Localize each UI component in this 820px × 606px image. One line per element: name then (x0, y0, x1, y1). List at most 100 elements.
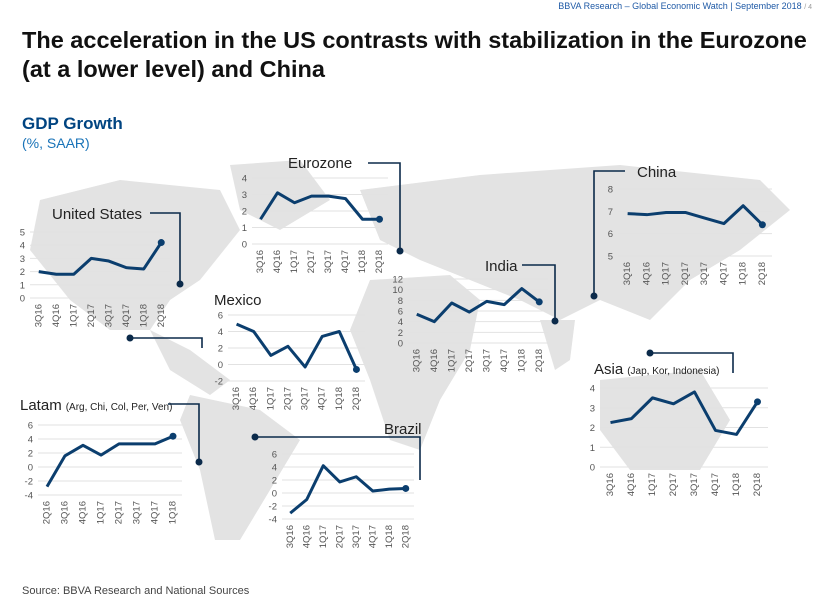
chart-title-china: China (637, 164, 677, 181)
leader-line-brazil (255, 436, 421, 480)
x-tick-label: 3Q17 (323, 250, 334, 273)
data-point (402, 484, 410, 492)
chart-title-note: (Arg, Chi, Col, Per, Ven) (66, 402, 173, 413)
x-tick-label: 3Q17 (699, 262, 710, 285)
x-tick-label: 4Q17 (150, 501, 161, 524)
x-tick-label: 3Q17 (300, 387, 311, 410)
y-tick-label: 2 (590, 423, 595, 434)
x-tick-label: 1Q18 (731, 473, 742, 496)
y-tick-label: 6 (218, 311, 223, 322)
x-tick-label: 4Q17 (718, 262, 729, 285)
x-tick-label: 4Q17 (710, 473, 721, 496)
series-line-asia (610, 390, 759, 436)
series-line-latam (45, 434, 174, 488)
y-tick-label: 2 (242, 207, 247, 218)
leader-line-latam (168, 403, 200, 462)
x-tick-label: 3Q16 (622, 262, 633, 285)
x-tick-label: 3Q17 (132, 501, 143, 524)
chart-title-text: Asia (594, 361, 624, 378)
chart-title-brazil: Brazil (384, 421, 422, 438)
page-number: / 4 (804, 4, 812, 11)
x-tick-label: 1Q18 (738, 262, 749, 285)
x-tick-label: 4Q17 (367, 525, 378, 548)
y-tick-label: 0 (272, 489, 277, 500)
y-tick-label: 6 (28, 421, 33, 432)
y-tick-label: 4 (242, 174, 247, 185)
y-tick-label: -4 (269, 515, 277, 526)
y-tick-label: 2 (20, 267, 25, 278)
y-tick-label: 8 (398, 296, 403, 307)
y-tick-label: 4 (398, 317, 403, 328)
x-tick-label: 3Q17 (689, 473, 700, 496)
location-marker-eurozone (396, 247, 404, 255)
x-tick-label: 4Q17 (340, 250, 351, 273)
chart-title-asia: Asia (Jap, Kor, Indonesia) (594, 361, 719, 378)
series-line-eurozone (259, 191, 380, 221)
x-tick-label: 1Q18 (168, 501, 179, 524)
data-point (352, 365, 360, 373)
y-tick-label: 1 (590, 443, 595, 454)
data-point (376, 215, 383, 223)
x-tick-label: 1Q17 (318, 525, 329, 548)
source-note: Source: BBVA Research and National Sourc… (22, 585, 250, 597)
chart-title-eurozone: Eurozone (288, 155, 352, 172)
chart-us: 0 1 2 3 4 5 3Q16 4Q16 1Q17 2Q17 3Q17 4Q17 1Q18 2Q18 Un… (20, 206, 170, 327)
y-tick-label: -4 (25, 491, 33, 502)
y-tick-label: 0 (242, 240, 247, 251)
x-tick-label: 4Q17 (317, 387, 328, 410)
leader-line-india (522, 264, 556, 321)
x-tick-label: 2Q18 (757, 262, 768, 285)
y-tick-label: 0 (20, 294, 25, 305)
x-tick-label: 2Q17 (86, 304, 97, 327)
leader-line-china (593, 170, 625, 296)
data-point (754, 398, 761, 406)
x-tick-label: 4Q16 (272, 250, 283, 273)
y-tick-label: 0 (28, 463, 33, 474)
chart-china: 5 6 7 8 3Q16 4Q16 1Q17 2Q17 3Q17 4Q17 1Q18 2Q18 Chin… (608, 164, 772, 285)
x-tick-label: 2Q18 (374, 250, 385, 273)
location-marker-mexico (126, 334, 134, 342)
chart-title-text: China (637, 164, 677, 181)
y-tick-label: 10 (392, 285, 403, 296)
chart-title-mexico: Mexico (214, 292, 262, 309)
y-tick-label: 4 (590, 384, 595, 395)
x-tick-label: 2Q18 (400, 525, 411, 548)
x-tick-label: 2Q18 (752, 473, 763, 496)
y-tick-label: 3 (242, 190, 247, 201)
chart-title-text: Mexico (214, 292, 262, 309)
leader-line-asia (650, 352, 734, 373)
data-point (157, 239, 165, 247)
y-tick-label: -2 (215, 377, 223, 388)
header-text: BBVA Research – Global Economic Watch | … (558, 1, 812, 11)
x-tick-label: 1Q17 (446, 349, 457, 372)
x-tick-label: 2Q17 (282, 387, 293, 410)
chart-title-text: Latam (20, 397, 62, 414)
series-line-china (627, 204, 764, 226)
y-tick-label: 2 (218, 344, 223, 355)
x-tick-label: 2Q17 (306, 250, 317, 273)
leader-line-mexico (130, 337, 203, 348)
chart-mexico: -2 0 2 4 6 3Q16 4Q16 1Q17 2Q17 3Q17 4Q17 1Q18 2Q18 Me… (214, 292, 365, 410)
x-tick-label: 3Q17 (103, 304, 114, 327)
x-tick-label: 2Q17 (114, 501, 125, 524)
y-tick-label: 5 (608, 252, 613, 263)
location-marker-india (551, 317, 559, 325)
x-tick-label: 2Q17 (680, 262, 691, 285)
y-tick-label: 1 (20, 280, 25, 291)
x-tick-label: 3Q16 (60, 501, 71, 524)
y-tick-label: -2 (269, 502, 277, 513)
y-tick-label: 5 (20, 228, 25, 239)
y-tick-label: -2 (25, 477, 33, 488)
x-tick-label: 1Q18 (357, 250, 368, 273)
chart-title-text: Brazil (384, 421, 422, 438)
x-tick-label: 3Q16 (231, 387, 242, 410)
chart-title-text: India (485, 258, 518, 275)
x-tick-label: 2Q18 (351, 387, 362, 410)
data-point (169, 432, 177, 440)
y-tick-label: 6 (398, 307, 403, 318)
y-tick-label: 1 (242, 223, 247, 234)
x-tick-label: 1Q17 (661, 262, 672, 285)
y-tick-label: 3 (590, 403, 595, 414)
chart-unit: (%, SAAR) (22, 135, 90, 151)
chart-title-india: India (485, 258, 518, 275)
